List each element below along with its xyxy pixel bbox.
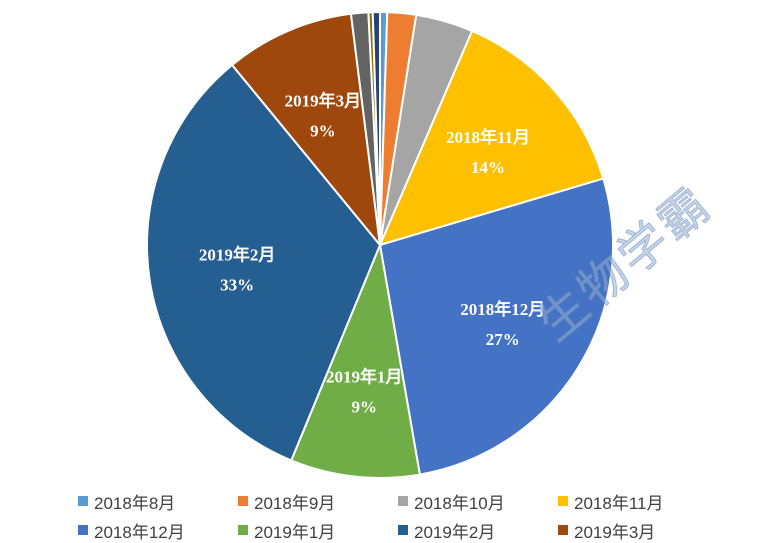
legend-entry: 2019年1月 xyxy=(238,518,398,543)
data-label-category: 2019年3月 xyxy=(285,90,362,110)
data-label-percent: 33% xyxy=(220,275,254,294)
legend-entry: 2018年9月 xyxy=(238,489,398,514)
legend-swatch xyxy=(558,496,568,506)
legend-swatch xyxy=(238,496,248,506)
pie-slice-7 xyxy=(230,12,382,249)
legend-label: 2018年9月 xyxy=(254,493,336,513)
data-label-percent: 9% xyxy=(351,398,377,417)
pie-slice-5 xyxy=(289,241,422,479)
legend-entry: 2019年2月 xyxy=(398,518,558,543)
data-label-percent: 9% xyxy=(310,121,336,140)
legend-swatch xyxy=(398,525,408,535)
legend-label: 2019年3月 xyxy=(574,522,656,542)
legend-swatch xyxy=(78,525,88,535)
legend-swatch xyxy=(558,525,568,535)
legend-label: 2018年8月 xyxy=(94,493,176,513)
legend-row: 2018年8月 2018年9月 2018年10月 2018年11月 xyxy=(78,488,718,514)
legend-entry: 2018年10月 xyxy=(398,489,558,514)
legend-label: 2018年11月 xyxy=(574,493,664,513)
legend-label: 2018年12月 xyxy=(94,522,185,542)
pie-slice-3 xyxy=(378,29,605,247)
pie-slice-10 xyxy=(371,10,381,246)
legend-entry: 2018年11月 xyxy=(558,489,718,514)
legend-entry: 2019年3月 xyxy=(558,518,718,543)
pie-slice-6 xyxy=(146,63,382,462)
data-label-category: 2019年1月 xyxy=(326,367,403,387)
data-label-category: 2019年2月 xyxy=(199,244,276,264)
data-label-percent: 14% xyxy=(471,158,505,177)
data-label-percent: 27% xyxy=(486,330,520,349)
pie-plot-area: 2018年11月 14% 2018年12月 27% 2019年1月 9% 2019年2月 33… xyxy=(146,10,614,479)
legend-row: 2018年12月 2019年1月 2019年2月 2019年3月 xyxy=(78,517,718,543)
legend-label: 2019年2月 xyxy=(414,522,496,542)
legend-entry: 2018年12月 xyxy=(78,518,238,543)
legend-entry: 2018年8月 xyxy=(78,489,238,514)
legend-label: 2018年10月 xyxy=(414,493,505,513)
pie-slice-4 xyxy=(378,177,614,476)
legend-swatch xyxy=(78,496,88,506)
legend-swatch xyxy=(398,496,408,506)
data-label-category: 2018年12月 xyxy=(460,299,545,319)
pie-chart: 2018年11月 14% 2018年12月 27% 2019年1月 9% 2019年2月 33… xyxy=(78,10,724,542)
legend-swatch xyxy=(238,525,248,535)
legend-label: 2019年1月 xyxy=(254,522,336,542)
data-label-category: 2018年11月 xyxy=(446,127,530,147)
